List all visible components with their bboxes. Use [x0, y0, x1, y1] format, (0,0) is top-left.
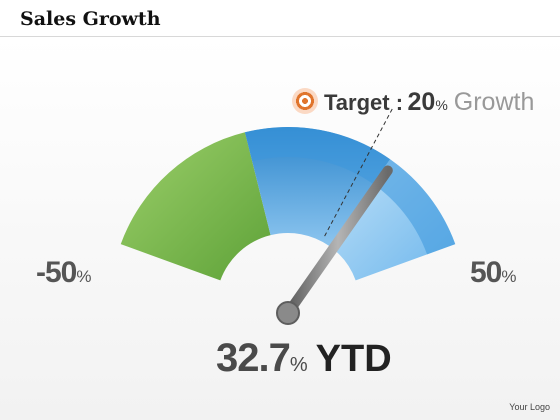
max-value: 50 — [470, 256, 502, 289]
footer-logo: Your Logo — [509, 402, 550, 412]
target-unit: % — [435, 97, 448, 113]
needle-pivot — [276, 301, 300, 325]
min-unit: % — [76, 267, 92, 286]
gauge-value-readout: 32.7% YTD — [216, 336, 392, 381]
current-value: 32.7 — [216, 336, 291, 380]
gauge-needle — [283, 165, 393, 318]
gauge-max-label: 50% — [470, 256, 517, 290]
value-suffix: YTD — [315, 338, 392, 380]
slide-title: Sales Growth — [20, 8, 161, 30]
gauge-outer-rim — [244, 126, 456, 255]
target-marker-line — [324, 108, 393, 237]
max-unit: % — [501, 267, 517, 286]
current-unit: % — [289, 354, 308, 376]
min-value: -50 — [36, 256, 77, 289]
target-suffix: Growth — [453, 88, 535, 116]
target-icon — [292, 88, 318, 114]
gauge-segment-negative — [120, 132, 271, 281]
gauge-segment-positive — [329, 159, 456, 281]
target-callout: Target : 20% Growth — [292, 88, 534, 117]
target-value: 20 — [407, 88, 436, 116]
target-prefix: Target : — [324, 90, 404, 115]
title-divider — [0, 36, 560, 37]
gauge-min-label: -50% — [36, 256, 91, 290]
